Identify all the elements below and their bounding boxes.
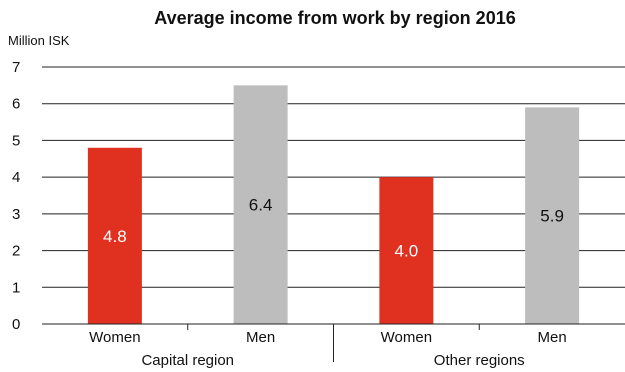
x-category-label: Men — [246, 329, 275, 346]
y-axis-unit-label: Million ISK — [8, 33, 70, 48]
x-category-label: Women — [381, 329, 432, 346]
y-tick-label: 3 — [12, 206, 20, 223]
y-tick-label: 7 — [12, 59, 20, 76]
bar-value-label: 5.9 — [540, 207, 564, 226]
y-tick-label: 2 — [12, 243, 20, 260]
y-tick-label: 1 — [12, 279, 20, 296]
bar-value-label: 6.4 — [249, 196, 273, 215]
y-tick-label: 4 — [12, 169, 20, 186]
bars: 4.8 6.4 4.0 5.9 — [88, 85, 579, 324]
bar-value-label: 4.8 — [103, 227, 127, 246]
y-tick-label: 0 — [12, 316, 20, 333]
x-group-label: Capital region — [141, 352, 234, 369]
chart-title: Average income from work by region 2016 — [154, 8, 515, 28]
x-group-label: Other regions — [434, 352, 525, 369]
y-axis-ticks: 0 1 2 3 4 5 6 7 — [12, 59, 20, 333]
y-tick-label: 6 — [12, 96, 20, 113]
bar-value-label: 4.0 — [395, 242, 419, 261]
x-category-label: Men — [538, 329, 567, 346]
x-category-label: Women — [89, 329, 140, 346]
y-tick-label: 5 — [12, 132, 20, 149]
